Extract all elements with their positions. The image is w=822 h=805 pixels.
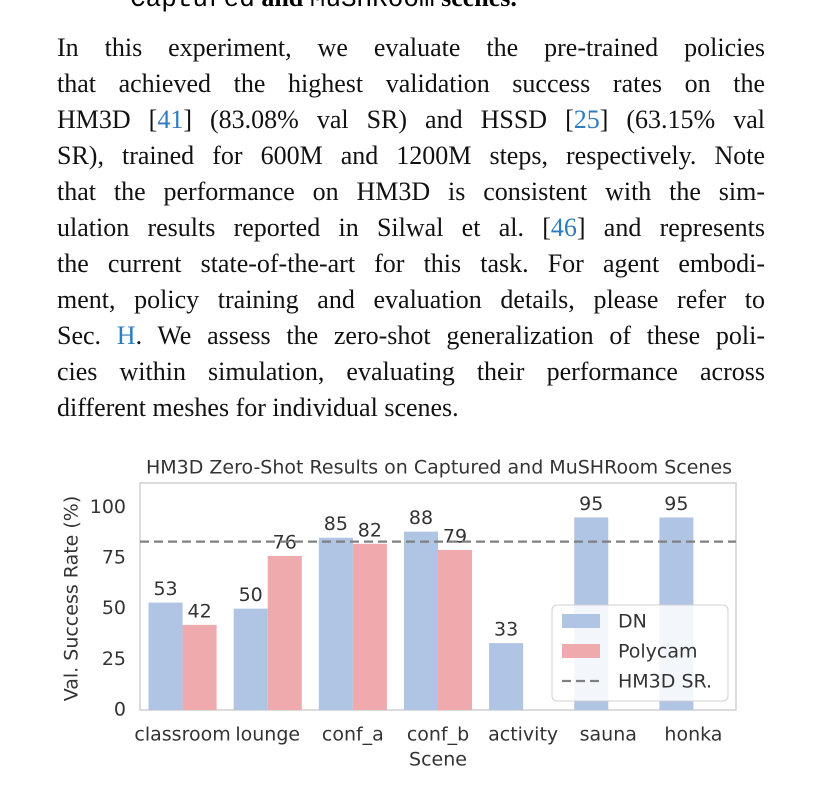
text-run: In this experiment, we evaluate the pre-… [57,33,765,62]
text-run: the current state-of-the-art for this ta… [57,249,765,278]
value-label: 85 [324,513,348,535]
x-tick-label: conf_b [407,724,469,746]
text-line: that the performance on HM3D is consiste… [57,174,765,210]
bar [438,549,473,710]
text-line: cies within simulation, evaluating their… [57,354,765,390]
x-tick-label: lounge [235,724,300,746]
text-run: ] and represents [576,213,765,242]
legend-label: Polycam [618,641,698,663]
value-label: 82 [358,519,382,541]
value-label: 95 [579,493,603,515]
heading-part: scenes. [435,0,517,12]
x-tick-label: activity [488,724,558,746]
text-line: In this experiment, we evaluate the pre-… [57,30,765,66]
y-tick-label: 75 [102,546,126,568]
value-label: 33 [494,619,518,641]
text-run: . We assess the zero-shot generalization… [135,321,765,350]
text-line: different meshes for individual scenes. [57,390,765,426]
value-label: 79 [443,525,467,547]
value-label: 95 [664,493,688,515]
text-line: HM3D [41] (83.08% val SR) and HSSD [25] … [57,102,765,138]
x-axis-label: Scene [409,749,467,771]
text-run: ] (63.15% val [599,105,765,134]
value-label: 88 [409,507,433,529]
bar [148,602,183,710]
bar [182,624,217,710]
citation-link[interactable]: 46 [550,213,577,242]
y-tick-label: 0 [114,699,126,721]
value-label: 50 [239,584,263,606]
heading-part: MuSHRoom [310,0,435,14]
x-tick-label: sauna [580,724,637,746]
y-tick-label: 50 [102,597,126,619]
bar [403,531,438,710]
legend-frame [551,604,729,702]
legend-label: DN [618,611,647,633]
y-tick-label: 100 [90,496,126,518]
citation-link[interactable]: H [116,321,136,350]
text-run: different meshes for individual scenes. [57,393,459,422]
text-line: ulation results reported in Silwal et al… [57,210,765,246]
bar [267,555,302,710]
legend-swatch [562,644,600,658]
bar [489,643,524,710]
chart-title: HM3D Zero-Shot Results on Captured and M… [146,457,732,479]
x-tick-label: classroom [134,724,230,746]
text-run: that the performance on HM3D is consiste… [57,177,765,206]
bar [318,537,353,710]
bar [233,608,268,710]
text-line: that achieved the highest validation suc… [57,66,765,102]
value-label: 53 [153,578,177,600]
legend-swatch [562,614,600,628]
citation-link[interactable]: 41 [157,105,184,134]
text-run: ] (83.08% val SR) and HSSD [ [183,105,574,134]
text-line: Sec. H. We assess the zero-shot generali… [57,318,765,354]
legend-label: HM3D SR. [618,671,712,693]
text-run: ulation results reported in Silwal et al… [57,213,551,242]
value-label: 42 [188,600,212,622]
heading-part: Captured [130,0,255,14]
text-line: the current state-of-the-art for this ta… [57,246,765,282]
y-tick-label: 25 [102,648,126,670]
text-run: Sec. [57,321,117,350]
text-line: SR), trained for 600M and 1200M steps, r… [57,138,765,174]
text-run: HM3D [ [57,105,158,134]
x-tick-label: honka [664,724,722,746]
x-tick-label: conf_a [322,724,384,746]
text-run: that achieved the highest validation suc… [57,69,765,98]
citation-link[interactable]: 25 [573,105,600,134]
paragraph: In this experiment, we evaluate the pre-… [57,30,765,426]
text-run: SR), trained for 600M and 1200M steps, r… [57,141,765,170]
text-run: ment, policy training and evaluation det… [57,285,765,314]
heading: Captured and MuSHRoom scenes. [130,0,517,14]
y-axis-label: Val. Success Rate (%) [61,496,83,702]
text-run: cies within simulation, evaluating their… [57,357,765,386]
heading-part: and [255,0,310,12]
text-line: ment, policy training and evaluation det… [57,282,765,318]
bar [352,543,387,710]
